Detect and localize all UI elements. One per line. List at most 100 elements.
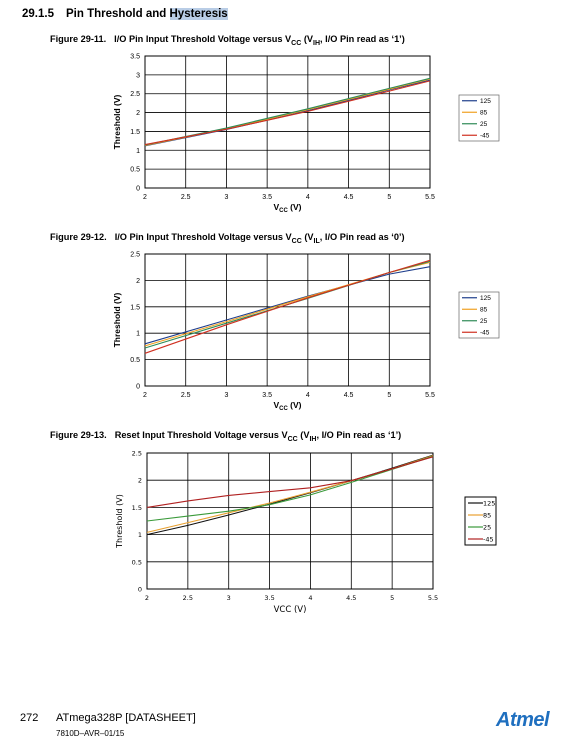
x-tick-label: 3.5 [264, 594, 274, 602]
y-tick-label: 0 [136, 186, 140, 193]
section-title-text: Pin Threshold and [65, 8, 170, 20]
section-number: 29.1.5 [22, 8, 54, 20]
caption-sub: CC [291, 237, 302, 245]
legend-label: 85 [480, 307, 488, 314]
section-title: 29.1.5 Pin Threshold and Hysteresis [22, 8, 228, 20]
y-tick-label: 1.5 [132, 504, 142, 512]
y-tick-label: 1 [136, 148, 140, 155]
y-tick-label: 1.5 [130, 304, 140, 311]
caption-text: , I/O Pin read as ‘0’) [319, 232, 405, 242]
legend-label: 25 [480, 318, 488, 325]
x-tick-label: 5.5 [425, 392, 435, 399]
x-tick-label: 4.5 [344, 194, 354, 201]
caption-sub: IH [309, 435, 317, 443]
caption-text: (V [301, 232, 314, 242]
caption-sub: IH [313, 39, 321, 47]
y-tick-label: 0.5 [132, 558, 142, 566]
legend-box [464, 496, 497, 546]
x-tick-label: 5 [387, 194, 391, 201]
y-tick-label: 2 [136, 110, 140, 117]
document-title: ATmega328P [DATASHEET] [56, 712, 196, 724]
series-line--45 [146, 456, 434, 508]
y-tick-label: 1 [138, 531, 142, 539]
y-tick-label: 0 [138, 586, 142, 594]
x-tick-label: 2.5 [181, 194, 191, 201]
page-number: 272 [20, 712, 39, 724]
legend-box [458, 291, 500, 339]
figure-number: Figure 29-11. [50, 34, 107, 44]
figure-caption-2: Figure 29-12. I/O Pin Input Threshold Vol… [50, 232, 405, 245]
figure-caption-3: Figure 29-13. Reset Input Threshold Volta… [50, 430, 401, 443]
x-tick-label: 5.5 [428, 594, 438, 602]
y-tick-label: 0 [136, 384, 140, 391]
figure-number: Figure 29-13. [50, 430, 107, 440]
section-title-highlight: Hysteresis [169, 8, 228, 20]
y-axis-label: Threshold (V) [112, 94, 122, 149]
x-tick-label: 2 [143, 392, 147, 399]
caption-text: , I/O Pin read as ‘1’) [316, 430, 402, 440]
legend-box [458, 94, 500, 142]
x-tick-label: 5.5 [425, 194, 435, 201]
atmel-logo: Atmel [496, 709, 550, 731]
caption-text: I/O Pin Input Threshold Voltage versus V [114, 34, 292, 44]
x-tick-label: 5 [387, 392, 391, 399]
x-tick-label: 4 [306, 194, 310, 201]
x-axis-label: VCC (V) [274, 605, 307, 615]
x-tick-label: 3.5 [262, 392, 272, 399]
series-line-125 [144, 266, 431, 345]
y-tick-label: 3.5 [130, 54, 140, 61]
series-line--45 [144, 259, 431, 354]
x-tick-label: 4 [308, 594, 312, 602]
series-line-25 [146, 455, 434, 522]
y-tick-label: 1 [136, 331, 140, 338]
series-line--45 [144, 80, 431, 146]
caption-text: (V [301, 34, 314, 44]
caption-text: I/O Pin Input Threshold Voltage versus V [114, 232, 292, 242]
x-axis-label: VCC (V) [273, 400, 301, 412]
caption-sub: CC [287, 435, 298, 443]
y-tick-label: 0.5 [130, 167, 140, 174]
x-tick-label: 3 [224, 392, 228, 399]
legend-label: 125 [483, 499, 495, 507]
x-tick-label: 4 [306, 392, 310, 399]
y-tick-label: 1.5 [130, 129, 140, 136]
caption-sub: CC [291, 39, 302, 47]
caption-text: (V [297, 430, 310, 440]
y-tick-label: 3 [136, 72, 140, 79]
series-line-25 [144, 77, 431, 146]
y-tick-label: 2.5 [130, 91, 140, 98]
legend-label: 85 [480, 110, 488, 117]
legend-label: 125 [480, 98, 491, 105]
y-tick-label: 2 [138, 477, 142, 485]
legend-label: -45 [483, 535, 494, 543]
legend-label: -45 [480, 330, 490, 337]
legend-label: 25 [483, 523, 491, 531]
legend-label: 25 [480, 121, 488, 128]
x-tick-label: 5 [390, 594, 394, 602]
x-tick-label: 3 [227, 594, 231, 602]
legend-label: 125 [480, 295, 491, 302]
legend-label: -45 [480, 133, 490, 140]
y-tick-label: 0.5 [130, 357, 140, 364]
x-tick-label: 3 [224, 194, 228, 201]
y-tick-label: 2.5 [130, 252, 140, 259]
series-line-125 [144, 79, 431, 147]
caption-text: Reset Input Threshold Voltage versus V [114, 430, 288, 440]
y-axis-label: Threshold (V) [115, 494, 124, 549]
y-tick-label: 2.5 [132, 450, 142, 458]
y-axis-label: Threshold (V) [112, 292, 122, 347]
x-tick-label: 2 [143, 194, 147, 201]
figure-caption-1: Figure 29-11. I/O Pin Input Threshold Vol… [50, 34, 405, 47]
figure-number: Figure 29-12. [50, 232, 107, 242]
plot-area [146, 452, 434, 590]
caption-text: , I/O Pin read as ‘1’) [320, 34, 405, 44]
x-tick-label: 3.5 [262, 194, 272, 201]
document-code: 7810D–AVR–01/15 [56, 729, 125, 738]
x-axis-label: VCC (V) [273, 202, 301, 214]
x-tick-label: 2 [145, 594, 149, 602]
x-tick-label: 2.5 [181, 392, 191, 399]
caption-sub: IL [313, 237, 320, 245]
